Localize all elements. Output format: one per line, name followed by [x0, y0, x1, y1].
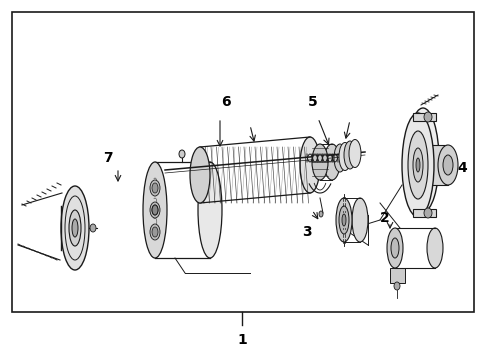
Ellipse shape — [198, 162, 222, 258]
Polygon shape — [413, 113, 436, 121]
Text: 3: 3 — [302, 225, 312, 239]
Ellipse shape — [152, 227, 158, 237]
Ellipse shape — [402, 113, 434, 217]
Ellipse shape — [408, 131, 428, 199]
Ellipse shape — [150, 224, 160, 240]
Ellipse shape — [190, 147, 210, 203]
Ellipse shape — [427, 228, 443, 268]
Text: 1: 1 — [237, 333, 247, 347]
Ellipse shape — [300, 137, 320, 193]
Ellipse shape — [334, 144, 346, 172]
Ellipse shape — [344, 141, 356, 169]
Text: 5: 5 — [308, 95, 318, 109]
Ellipse shape — [339, 206, 349, 234]
Ellipse shape — [90, 224, 96, 232]
Ellipse shape — [312, 144, 328, 180]
Ellipse shape — [179, 150, 185, 158]
Ellipse shape — [416, 158, 420, 172]
Ellipse shape — [150, 180, 160, 196]
Ellipse shape — [336, 198, 352, 242]
Ellipse shape — [152, 205, 158, 215]
Ellipse shape — [407, 108, 439, 212]
Ellipse shape — [339, 143, 351, 171]
Ellipse shape — [143, 162, 167, 258]
Ellipse shape — [319, 211, 323, 217]
Ellipse shape — [152, 183, 158, 193]
Ellipse shape — [342, 214, 346, 226]
Ellipse shape — [324, 144, 340, 180]
Ellipse shape — [69, 210, 81, 246]
Text: 2: 2 — [380, 211, 390, 225]
Text: 6: 6 — [221, 95, 231, 109]
Ellipse shape — [72, 219, 78, 237]
Ellipse shape — [443, 155, 453, 175]
Ellipse shape — [352, 198, 368, 242]
Ellipse shape — [387, 228, 403, 268]
Ellipse shape — [391, 238, 399, 258]
Ellipse shape — [424, 208, 432, 218]
Ellipse shape — [150, 202, 160, 218]
Polygon shape — [413, 209, 436, 217]
Ellipse shape — [413, 148, 423, 182]
Ellipse shape — [61, 186, 89, 270]
Polygon shape — [390, 268, 405, 283]
Ellipse shape — [438, 145, 458, 185]
Bar — [418, 145, 448, 185]
Ellipse shape — [349, 140, 361, 167]
Ellipse shape — [152, 205, 158, 215]
Ellipse shape — [424, 112, 432, 122]
Bar — [12, 12, 474, 312]
Text: 7: 7 — [103, 151, 113, 165]
Ellipse shape — [394, 282, 400, 290]
Text: 4: 4 — [457, 161, 467, 175]
